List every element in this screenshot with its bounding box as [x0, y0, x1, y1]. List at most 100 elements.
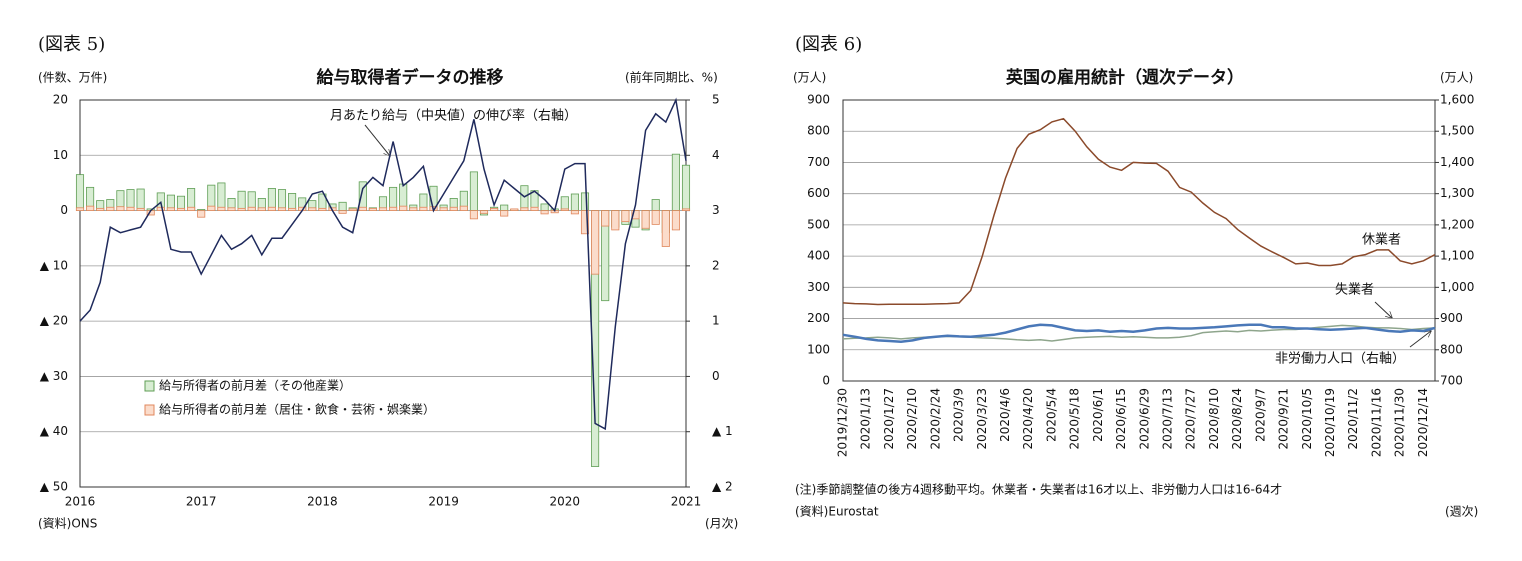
y-tick-label: 200 — [807, 311, 830, 325]
y2-tick-label: 1,200 — [1440, 217, 1474, 231]
y-axis-unit: (件数、万件) — [38, 70, 107, 85]
bar — [681, 164, 691, 211]
x-tick-label: 2020/1/13 — [859, 388, 873, 450]
y-tick-label: 400 — [807, 249, 830, 263]
bar — [277, 207, 287, 211]
y2-tick-label: 1,500 — [1440, 124, 1474, 138]
bar — [661, 210, 670, 247]
y-tick-label: 0 — [822, 374, 830, 388]
bar — [126, 206, 135, 211]
bar — [651, 199, 660, 211]
bar — [651, 210, 660, 225]
bar — [348, 208, 357, 211]
bar — [490, 207, 499, 211]
annotation-arrow — [1374, 301, 1392, 318]
bar — [510, 208, 519, 211]
legend-swatch — [144, 404, 155, 416]
x-axis-unit: (週次) — [1445, 505, 1478, 519]
y2-tick-label: 700 — [1440, 374, 1463, 388]
bar — [479, 210, 489, 214]
bar — [439, 207, 448, 211]
bar — [338, 201, 347, 211]
line — [842, 323, 1436, 343]
y-tick-label: 100 — [807, 342, 830, 356]
series-label: 非労働力人口（右軸） — [1275, 352, 1405, 367]
bar — [530, 206, 539, 211]
bar — [580, 192, 590, 211]
x-tick-label: 2020/1/27 — [882, 388, 896, 450]
bar — [540, 210, 549, 215]
chart-title: 給与取得者データの推移 — [317, 67, 504, 88]
note: (注)季節調整値の後方4週移動平均。休業者・失業者は16才以上、非労働力人口は1… — [795, 482, 1282, 497]
bar — [469, 171, 478, 211]
y-tick-label: 300 — [807, 280, 830, 294]
figure-label: (図表 6) — [795, 34, 862, 55]
y2-axis-unit: (前年同期比、%) — [625, 70, 718, 85]
y-axis-unit: (万人) — [793, 71, 826, 85]
bar — [156, 206, 165, 211]
x-tick-label: 2016 — [65, 495, 96, 509]
bar — [449, 206, 458, 211]
y-tick-label: 700 — [807, 155, 830, 169]
x-tick-label: 2020/12/14 — [1416, 388, 1430, 457]
bar — [86, 205, 95, 211]
chart-title: 英国の雇用統計（週次データ） — [1006, 67, 1244, 88]
bar — [500, 210, 509, 217]
plot-frame — [79, 99, 687, 488]
y2-tick-label: 1,000 — [1440, 280, 1474, 294]
x-tick-label: 2020 — [550, 495, 581, 509]
bar — [469, 210, 478, 220]
x-tick-label: 2020/7/27 — [1184, 388, 1198, 450]
line — [79, 97, 687, 431]
annotation-arrow — [364, 124, 390, 156]
bar — [671, 210, 680, 231]
y-tick-label: ▲ 30 — [40, 369, 68, 383]
x-tick-label: 2020/6/1 — [1091, 388, 1105, 442]
y2-tick-label: ▲ 2 — [712, 480, 733, 494]
x-tick-label: 2020/10/5 — [1300, 388, 1314, 450]
bar — [288, 207, 297, 211]
x-tick-label: 2020/4/6 — [998, 388, 1012, 442]
bar — [75, 174, 85, 211]
bar — [580, 210, 590, 235]
bar — [136, 188, 145, 211]
bar — [338, 210, 347, 214]
bar — [399, 205, 408, 211]
x-tick-label: 2020/9/21 — [1277, 388, 1291, 450]
y2-tick-label: 900 — [1440, 311, 1463, 325]
bar — [237, 207, 246, 211]
x-tick-label: 2020/6/29 — [1137, 388, 1151, 450]
bar — [500, 204, 509, 211]
bar — [116, 206, 125, 211]
y-tick-label: ▲ 10 — [40, 258, 68, 272]
bar — [176, 207, 186, 211]
y-tick-label: 10 — [53, 148, 68, 162]
x-tick-label: 2020/2/10 — [905, 388, 919, 450]
bar — [217, 206, 226, 211]
bar — [520, 207, 529, 211]
source: (資料)Eurostat — [795, 505, 879, 519]
y-tick-label: 600 — [807, 186, 830, 200]
x-tick-label: 2018 — [307, 495, 338, 509]
y2-tick-label: 800 — [1440, 342, 1463, 356]
bar — [631, 210, 640, 220]
y-tick-label: 800 — [807, 124, 830, 138]
bar — [601, 210, 610, 227]
bar — [257, 207, 266, 211]
x-tick-label: 2017 — [186, 495, 217, 509]
bar — [106, 206, 115, 211]
y-tick-label: 500 — [807, 217, 830, 231]
bar — [96, 207, 105, 211]
series-label: 月あたり給与（中央値）の伸び率（右軸） — [330, 108, 577, 124]
annotation-arrow — [1409, 331, 1431, 348]
y-tick-label: 20 — [53, 93, 68, 107]
bar — [378, 207, 388, 211]
y-tick-label: 0 — [60, 203, 68, 217]
bar — [671, 153, 680, 211]
bar — [419, 206, 428, 211]
bar — [570, 210, 579, 215]
bar — [540, 203, 549, 211]
figure-label: (図表 5) — [38, 34, 105, 55]
y2-tick-label: 1,400 — [1440, 155, 1474, 169]
